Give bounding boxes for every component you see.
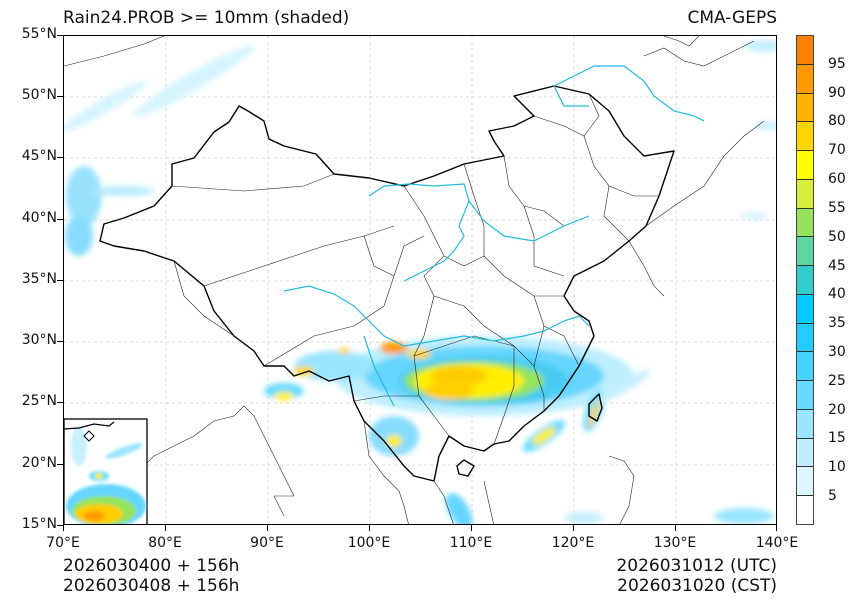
lat-label: 40°N: [21, 210, 57, 226]
colorbar-segment: [797, 151, 813, 180]
map-title: Rain24.PROB >= 10mm (shaded): [63, 8, 350, 28]
lat-label: 25°N: [21, 393, 57, 409]
probability-shading: [64, 40, 776, 524]
colorbar-segment: [797, 36, 813, 65]
gridlines: [64, 36, 776, 524]
colorbar-label: 5: [828, 488, 837, 504]
valid-time-cst: 2026031020 (CST): [617, 576, 777, 596]
lon-tick: [267, 525, 269, 531]
lon-label: 140°E: [755, 535, 799, 551]
lat-tick: [57, 525, 63, 527]
lon-tick: [165, 525, 167, 531]
colorbar-segment: [797, 496, 813, 525]
map-canvas: [64, 36, 776, 524]
colorbar-label: 25: [828, 373, 846, 389]
lat-tick: [57, 35, 63, 37]
lat-tick: [57, 157, 63, 159]
colorbar: [796, 35, 814, 525]
lat-tick: [57, 96, 63, 98]
colorbar-segment: [797, 266, 813, 295]
lon-tick: [776, 525, 778, 531]
colorbar-label: 80: [828, 113, 846, 129]
lon-tick: [573, 525, 575, 531]
province-borders: [64, 36, 765, 524]
colorbar-segment: [797, 381, 813, 410]
colorbar-segment: [797, 438, 813, 468]
lon-label: 100°E: [347, 535, 391, 551]
lon-label: 80°E: [148, 535, 182, 551]
lon-tick: [63, 525, 65, 531]
init-time-utc: 2026030400 + 156h: [63, 556, 240, 576]
colorbar-label: 40: [828, 286, 846, 302]
lat-label: 45°N: [21, 148, 57, 164]
colorbar-segment: [797, 93, 813, 123]
colorbar-label: 20: [828, 402, 846, 418]
lat-label: 55°N: [21, 26, 57, 42]
lat-label: 50°N: [21, 87, 57, 103]
colorbar-label: 95: [828, 56, 846, 72]
country-borders: [99, 85, 675, 482]
colorbar-segment: [797, 294, 813, 324]
lon-label: 130°E: [653, 535, 697, 551]
init-time-cst: 2026030408 + 156h: [63, 576, 240, 596]
lon-label: 120°E: [551, 535, 595, 551]
rivers: [283, 65, 705, 407]
lat-tick: [57, 341, 63, 343]
lon-tick: [369, 525, 371, 531]
lon-tick: [471, 525, 473, 531]
colorbar-segment: [797, 409, 813, 439]
lat-tick: [57, 464, 63, 466]
colorbar-segment: [797, 208, 813, 238]
colorbar-label: 30: [828, 344, 846, 360]
lon-label: 70°E: [46, 535, 80, 551]
lat-label: 15°N: [21, 516, 57, 532]
lat-label: 35°N: [21, 271, 57, 287]
colorbar-segment: [797, 352, 813, 382]
colorbar-label: 90: [828, 85, 846, 101]
lon-tick: [675, 525, 677, 531]
lat-label: 20°N: [21, 455, 57, 471]
lat-tick: [57, 402, 63, 404]
lon-label: 110°E: [449, 535, 493, 551]
model-name: CMA-GEPS: [687, 8, 777, 28]
colorbar-label: 35: [828, 315, 846, 331]
colorbar-segment: [797, 64, 813, 94]
colorbar-segment: [797, 179, 813, 209]
colorbar-segment: [797, 323, 813, 353]
colorbar-label: 70: [828, 142, 846, 158]
lat-tick: [57, 219, 63, 221]
colorbar-label: 60: [828, 171, 846, 187]
map-panel: [63, 35, 777, 525]
lon-label: 90°E: [250, 535, 284, 551]
colorbar-label: 10: [828, 459, 846, 475]
colorbar-label: 55: [828, 200, 846, 216]
init-time-block: 2026030400 + 156h 2026030408 + 156h: [63, 556, 239, 596]
colorbar-segment: [797, 237, 813, 267]
colorbar-segment: [797, 467, 813, 497]
colorbar-label: 15: [828, 430, 846, 446]
south-china-sea-inset: [64, 418, 148, 524]
lat-label: 30°N: [21, 332, 57, 348]
lat-tick: [57, 280, 63, 282]
valid-time-block: 2026031012 (UTC) 2026031020 (CST): [616, 556, 777, 596]
valid-time-utc: 2026031012 (UTC): [616, 556, 777, 576]
colorbar-segment: [797, 122, 813, 152]
colorbar-label: 50: [828, 229, 846, 245]
colorbar-label: 45: [828, 258, 846, 274]
